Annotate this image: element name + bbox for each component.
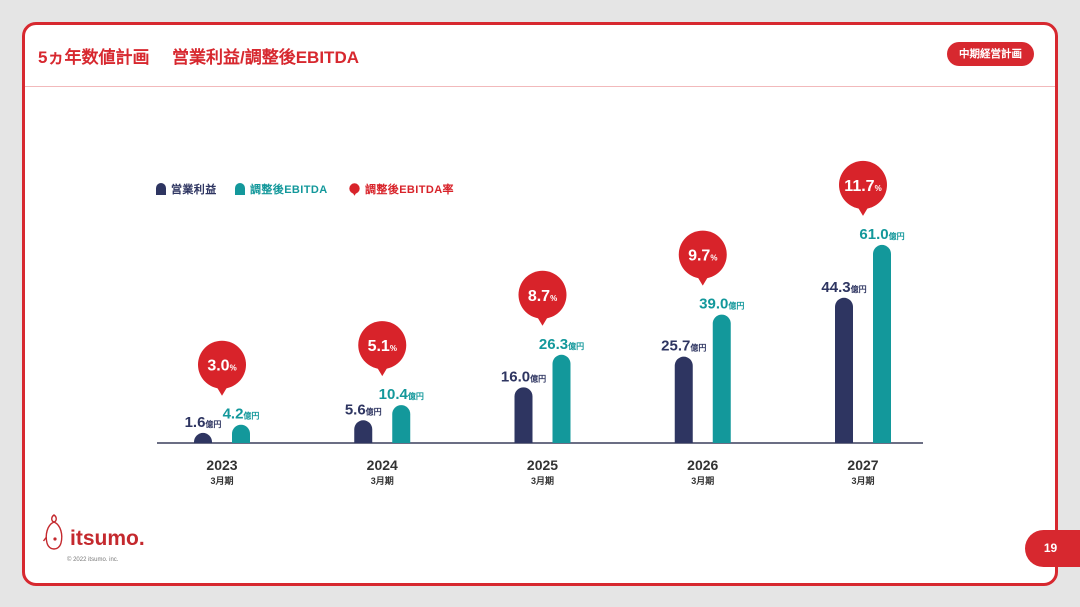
value-number: 25.7 [661,338,690,355]
value-number: 26.3 [539,336,568,353]
bar-operating-profit-2025 [514,387,533,443]
legend-item-operating-profit: 営業利益 [156,181,217,197]
value-label-operating-profit-2027: 44.3億円 [821,279,866,296]
value-unit: 億円 [690,343,706,353]
value-unit: 億円 [728,301,744,311]
value-unit: 億円 [243,411,259,421]
mascot-logo-icon [42,514,63,550]
x-tick-sublabel-2027: 3月期 [851,475,874,486]
value-unit: 億円 [366,406,382,416]
rate-unit: % [875,184,882,193]
x-tick-sublabel-2024: 3月期 [371,475,394,486]
rate-bubble-circle [678,230,727,279]
rate-label-2024: 5.1% [368,338,397,355]
rate-unit: % [550,294,557,303]
rate-label-2026: 9.7% [688,248,717,265]
rate-number: 3.0 [207,358,229,375]
value-label-operating-profit-2025: 16.0億円 [501,368,546,385]
bar-adjusted-ebitda-2023 [232,424,250,443]
copyright-text: © 2022 itsumo. inc. [67,557,119,563]
page-number-tab: 19 [1025,530,1080,567]
legend-item-adjusted-ebitda: 調整後EBITDA [235,181,328,197]
x-tick-label-2023: 2023 [206,457,237,473]
x-tick-label-2026: 2026 [687,457,718,473]
rate-label-2023: 3.0% [207,358,236,375]
value-unit: 億円 [889,231,905,241]
value-number: 16.0 [501,368,530,385]
value-number: 44.3 [821,279,850,296]
rate-label-2027: 11.7% [844,178,881,195]
x-tick-label-2025: 2025 [527,457,558,473]
value-unit: 億円 [408,391,424,401]
legend-label-ebitda-rate: 調整後EBITDA率 [365,184,454,196]
bar-operating-profit-2027 [835,297,853,443]
page-subtitle: 営業利益/調整後EBITDA [172,48,359,67]
value-number: 5.6 [345,401,366,418]
legend-label-adjusted-ebitda: 調整後EBITDA [250,184,328,196]
legend-label-operating-profit: 営業利益 [171,184,217,196]
x-tick-sublabel-2026: 3月期 [691,475,714,486]
bar-adjusted-ebitda-2024 [392,405,411,443]
company-logo-wordmark: itsumo. [70,527,145,550]
bar-adjusted-ebitda-2026 [712,314,731,443]
value-number: 1.6 [185,414,206,431]
rate-unit: % [390,344,397,353]
legend-item-ebitda-rate: 調整後EBITDA率 [349,181,454,197]
value-label-adjusted-ebitda-2027: 61.0億円 [859,226,904,243]
legend-swatch-adjusted-ebitda [235,183,245,195]
value-label-operating-profit-2023: 1.6億円 [185,414,222,431]
value-label-adjusted-ebitda-2024: 10.4億円 [379,386,424,403]
x-tick-sublabel-2023: 3月期 [210,475,233,486]
rate-number: 5.1 [368,338,390,355]
rate-bubble-2027: 11.7% [839,160,887,216]
value-number: 39.0 [699,296,728,313]
x-tick-label-2024: 2024 [367,457,398,473]
value-unit: 億円 [568,341,584,351]
rate-bubble-2025: 8.7% [518,270,567,326]
header-divider [25,86,1055,87]
bar-adjusted-ebitda-2025 [552,354,571,443]
rate-label-2025: 8.7% [528,288,557,305]
page-number: 19 [1043,541,1058,555]
rate-bubble-circle [839,160,887,209]
x-tick-label-2027: 2027 [847,457,878,473]
bar-operating-profit-2024 [354,420,373,443]
value-label-adjusted-ebitda-2026: 39.0億円 [699,296,744,313]
value-number: 61.0 [859,226,888,243]
value-unit: 億円 [851,284,867,294]
value-number: 10.4 [379,386,409,403]
value-label-operating-profit-2024: 5.6億円 [345,401,382,418]
rate-unit: % [710,254,717,263]
rate-bubble-circle [198,340,246,389]
rate-bubble-circle [518,270,567,319]
value-label-operating-profit-2026: 25.7億円 [661,338,706,355]
rate-number: 9.7 [688,248,710,265]
legend-swatch-ebitda-rate [349,182,360,196]
rate-unit: % [230,364,237,373]
value-unit: 億円 [530,373,546,383]
value-label-adjusted-ebitda-2023: 4.2億円 [223,406,260,423]
rate-bubble-2026: 9.7% [678,230,727,286]
rate-number: 8.7 [528,288,550,305]
rate-bubble-2024: 5.1% [358,321,407,377]
value-unit: 億円 [205,419,221,429]
bar-operating-profit-2026 [674,356,693,443]
rate-bubble-circle [358,321,407,370]
legend-swatch-operating-profit [156,183,166,195]
rate-number: 11.7 [844,178,874,195]
section-badge: 中期経営計画 [947,42,1034,66]
value-number: 4.2 [223,406,244,423]
value-label-adjusted-ebitda-2025: 26.3億円 [539,336,584,353]
rate-bubble-2023: 3.0% [198,340,246,396]
page-title: 5ヵ年数値計画 [38,48,150,67]
bar-adjusted-ebitda-2027 [873,244,891,443]
bar-operating-profit-2023 [194,432,212,443]
x-tick-sublabel-2025: 3月期 [531,475,554,486]
